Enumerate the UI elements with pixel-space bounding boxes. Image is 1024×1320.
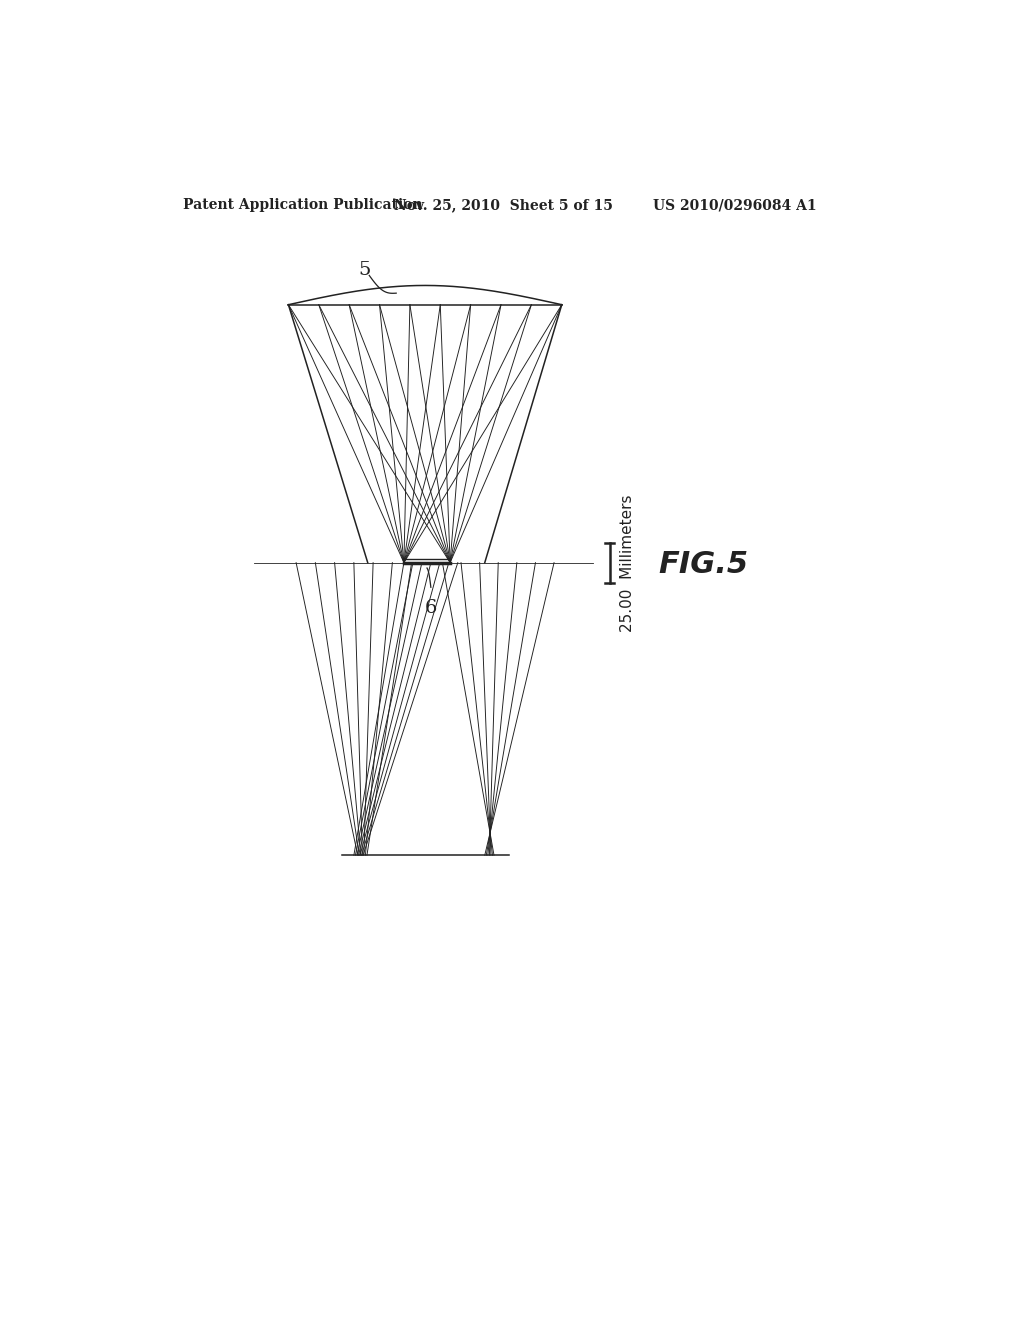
Text: 5: 5	[358, 261, 371, 279]
Text: 6: 6	[425, 599, 437, 616]
Text: 25.00  Millimeters: 25.00 Millimeters	[621, 495, 635, 632]
Text: Patent Application Publication: Patent Application Publication	[183, 198, 423, 213]
Text: Nov. 25, 2010  Sheet 5 of 15: Nov. 25, 2010 Sheet 5 of 15	[394, 198, 612, 213]
Text: FIG.5: FIG.5	[658, 549, 749, 578]
Text: US 2010/0296084 A1: US 2010/0296084 A1	[652, 198, 816, 213]
